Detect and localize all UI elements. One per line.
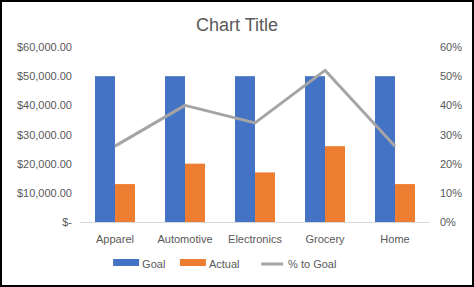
legend-label: Actual (209, 258, 240, 270)
y-tick (77, 222, 80, 223)
x-tick-label: Apparel (96, 233, 134, 245)
y-tick (77, 76, 80, 77)
y-tick-label: $30,000.00 (17, 129, 72, 141)
y2-tick-label: 0% (440, 216, 456, 228)
bar (255, 172, 275, 222)
bar (375, 76, 395, 222)
bar (115, 184, 135, 222)
y2-tick (430, 47, 433, 48)
legend-swatch (261, 263, 283, 266)
y-tick (77, 192, 80, 193)
x-tick-label: Grocery (305, 233, 345, 245)
frame (1, 1, 473, 286)
y-tick-label: $20,000.00 (17, 158, 72, 170)
legend-swatch (180, 259, 206, 266)
line (115, 70, 395, 146)
y2-tick (430, 192, 433, 193)
y-tick-label: $- (62, 216, 72, 228)
legend-label: Goal (142, 258, 165, 270)
y2-tick-label: 60% (440, 41, 462, 53)
legend: Goal Actual % to Goal (113, 258, 336, 270)
y2-tick (430, 222, 433, 223)
y2-tick-label: 40% (440, 99, 462, 111)
y2-tick-label: 20% (440, 158, 462, 170)
bar (95, 76, 115, 222)
y2-tick (430, 163, 433, 164)
bar (325, 146, 345, 222)
y2-tick (430, 76, 433, 77)
x-tick-label: Home (380, 233, 409, 245)
y-tick-label: $40,000.00 (17, 99, 72, 111)
y-tick-label: $60,000.00 (17, 41, 72, 53)
bar (395, 184, 415, 222)
y-tick (77, 105, 80, 106)
y2-tick (430, 105, 433, 106)
y-tick (77, 134, 80, 135)
x-axis (80, 222, 430, 223)
x-tick-label: Automotive (157, 233, 212, 245)
background (0, 0, 474, 287)
legend-swatch (113, 259, 139, 266)
y-tick-label: $10,000.00 (17, 187, 72, 199)
x-tick-label: Electronics (228, 233, 282, 245)
y-tick (77, 163, 80, 164)
y-tick-label: $50,000.00 (17, 70, 72, 82)
y2-tick-label: 30% (440, 129, 462, 141)
y2-tick-label: 10% (440, 187, 462, 199)
bar (185, 164, 205, 222)
y2-tick-label: 50% (440, 70, 462, 82)
bar (165, 76, 185, 222)
bar (305, 76, 325, 222)
title: Chart Title (196, 15, 278, 35)
y-tick (77, 47, 80, 48)
chart: Chart Title $- $10,000.00 $20,000.00 $30,000… (0, 0, 474, 287)
plot-area (95, 70, 415, 222)
y2-tick (430, 134, 433, 135)
legend-label: % to Goal (288, 258, 336, 270)
bar (235, 76, 255, 222)
